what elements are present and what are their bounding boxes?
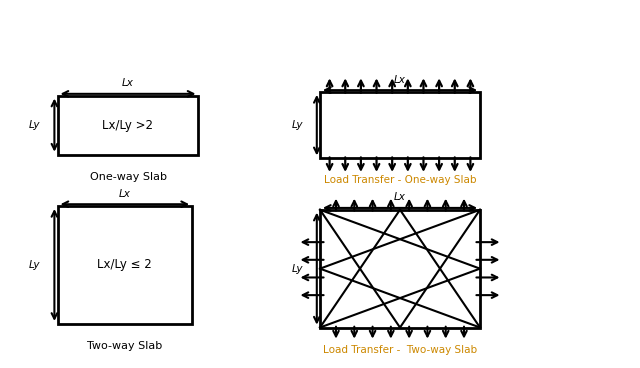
Text: Lx: Lx bbox=[394, 75, 406, 85]
Text: Load Transfer - One-way Slab: Load Transfer - One-way Slab bbox=[324, 175, 476, 185]
Text: Lx: Lx bbox=[394, 192, 406, 202]
Text: Ly: Ly bbox=[29, 120, 40, 130]
Text: Ly: Ly bbox=[29, 260, 40, 270]
Text: Lx/Ly ≤ 2: Lx/Ly ≤ 2 bbox=[97, 258, 152, 272]
Text: Ly: Ly bbox=[291, 263, 303, 274]
Bar bbox=[320, 92, 480, 158]
Text: Lx: Lx bbox=[122, 78, 134, 88]
Text: Lx: Lx bbox=[119, 189, 131, 199]
Text: Ly: Ly bbox=[291, 120, 303, 130]
Text: Lx/Ly >2: Lx/Ly >2 bbox=[102, 118, 154, 132]
Bar bbox=[58, 206, 192, 324]
Text: One-way Slab: One-way Slab bbox=[90, 171, 166, 182]
Text: Two-way Slab: Two-way Slab bbox=[87, 341, 163, 351]
Bar bbox=[320, 210, 480, 328]
Bar bbox=[58, 96, 198, 155]
Text: Load Transfer -  Two-way Slab: Load Transfer - Two-way Slab bbox=[323, 344, 477, 355]
